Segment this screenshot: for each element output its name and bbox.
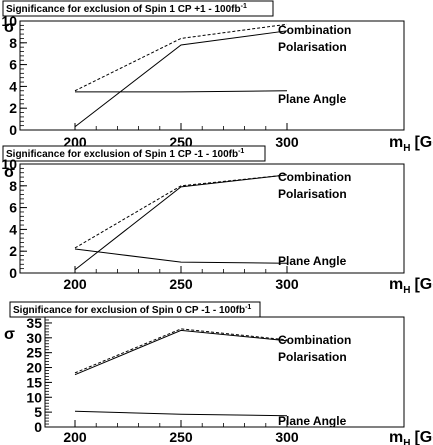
chart-panel-2: Significance for exclusion of Spin 1 CP … xyxy=(1,145,433,296)
x-tick-label: 200 xyxy=(63,429,87,445)
title-box xyxy=(9,301,261,318)
x-tick-label: 300 xyxy=(275,134,299,150)
series-line-polarisation xyxy=(74,30,288,128)
x-tick-label: 300 xyxy=(275,276,299,292)
series-line-combination xyxy=(74,174,288,249)
series-line-plane-angle xyxy=(74,410,288,417)
series-line-polarisation xyxy=(74,174,288,271)
x-tick-label: 300 xyxy=(275,429,299,445)
x-axis-label-subscript: H xyxy=(403,143,410,154)
y-tick-label: 20 xyxy=(26,360,42,376)
y-tick-label: 4 xyxy=(9,78,17,94)
y-axis-label: σ xyxy=(4,326,15,343)
title-box xyxy=(2,145,266,162)
y-tick-label: 0 xyxy=(34,419,42,435)
x-tick-label: 250 xyxy=(169,429,193,445)
y-tick-label: 30 xyxy=(26,330,42,346)
x-axis-label-subscript: H xyxy=(403,285,410,296)
series-label-polarisation: Polarisation xyxy=(278,187,347,201)
y-tick-label: 0 xyxy=(9,265,17,281)
series-label-combination: Combination xyxy=(278,170,351,184)
y-tick-label: 2 xyxy=(9,243,17,259)
x-axis-label: mH[GeV] xyxy=(389,276,433,296)
chart-panel-3: Significance for exclusion of Spin 0 CP … xyxy=(4,301,433,445)
series-label-plane-angle: Plane Angle xyxy=(278,92,347,106)
y-axis-label: σ xyxy=(4,164,15,181)
chart-title: Significance for exclusion of Spin 1 CP … xyxy=(6,148,244,160)
series-line-polarisation xyxy=(74,329,288,376)
y-tick-label: 4 xyxy=(9,221,17,237)
x-axis-unit: [GeV] xyxy=(414,134,433,151)
series-label-combination: Combination xyxy=(278,23,351,37)
series-label-plane-angle: Plane Angle xyxy=(278,254,347,268)
chart-panel-1: Significance for exclusion of Spin 1 CP … xyxy=(1,0,433,154)
title-superscript: -1 xyxy=(238,148,244,155)
chart-title: Significance for exclusion of Spin 1 CP … xyxy=(6,3,247,15)
x-axis-label-subscript: H xyxy=(403,438,410,445)
y-tick-label: 5 xyxy=(34,404,42,420)
plot-frame xyxy=(19,163,405,274)
y-tick-label: 10 xyxy=(26,389,42,405)
y-axis-label: σ xyxy=(4,19,15,36)
x-axis-label: mH[GeV] xyxy=(389,134,433,154)
y-tick-label: 0 xyxy=(9,122,17,138)
y-tick-label: 15 xyxy=(26,374,42,390)
y-tick-label: 8 xyxy=(9,35,17,51)
y-tick-label: 35 xyxy=(26,315,42,331)
chart-title: Significance for exclusion of Spin 0 CP … xyxy=(13,304,251,316)
y-tick-label: 8 xyxy=(9,178,17,194)
title-superscript: -1 xyxy=(241,3,247,10)
plot-frame xyxy=(19,20,405,131)
series-line-combination xyxy=(74,328,288,374)
x-tick-label: 250 xyxy=(169,276,193,292)
series-label-combination: Combination xyxy=(278,333,351,347)
series-line-plane-angle xyxy=(74,248,288,264)
y-tick-label: 6 xyxy=(9,57,17,73)
series-line-combination xyxy=(74,23,288,92)
y-tick-label: 2 xyxy=(9,100,17,116)
title-box xyxy=(2,0,274,17)
y-tick-label: 10 xyxy=(1,13,17,29)
series-line-plane-angle xyxy=(75,90,288,93)
title-superscript: -1 xyxy=(245,304,251,311)
x-axis-unit: [GeV] xyxy=(414,276,433,293)
series-label-polarisation: Polarisation xyxy=(278,350,347,364)
x-axis-unit: [GeV] xyxy=(414,429,433,445)
series-label-polarisation: Polarisation xyxy=(278,40,347,54)
x-axis-label: mH[GeV] xyxy=(389,429,433,445)
y-tick-label: 25 xyxy=(26,345,42,361)
y-tick-label: 6 xyxy=(9,200,17,216)
series-label-plane-angle: Plane Angle xyxy=(278,414,347,428)
x-tick-label: 200 xyxy=(63,276,87,292)
y-tick-label: 10 xyxy=(1,156,17,172)
